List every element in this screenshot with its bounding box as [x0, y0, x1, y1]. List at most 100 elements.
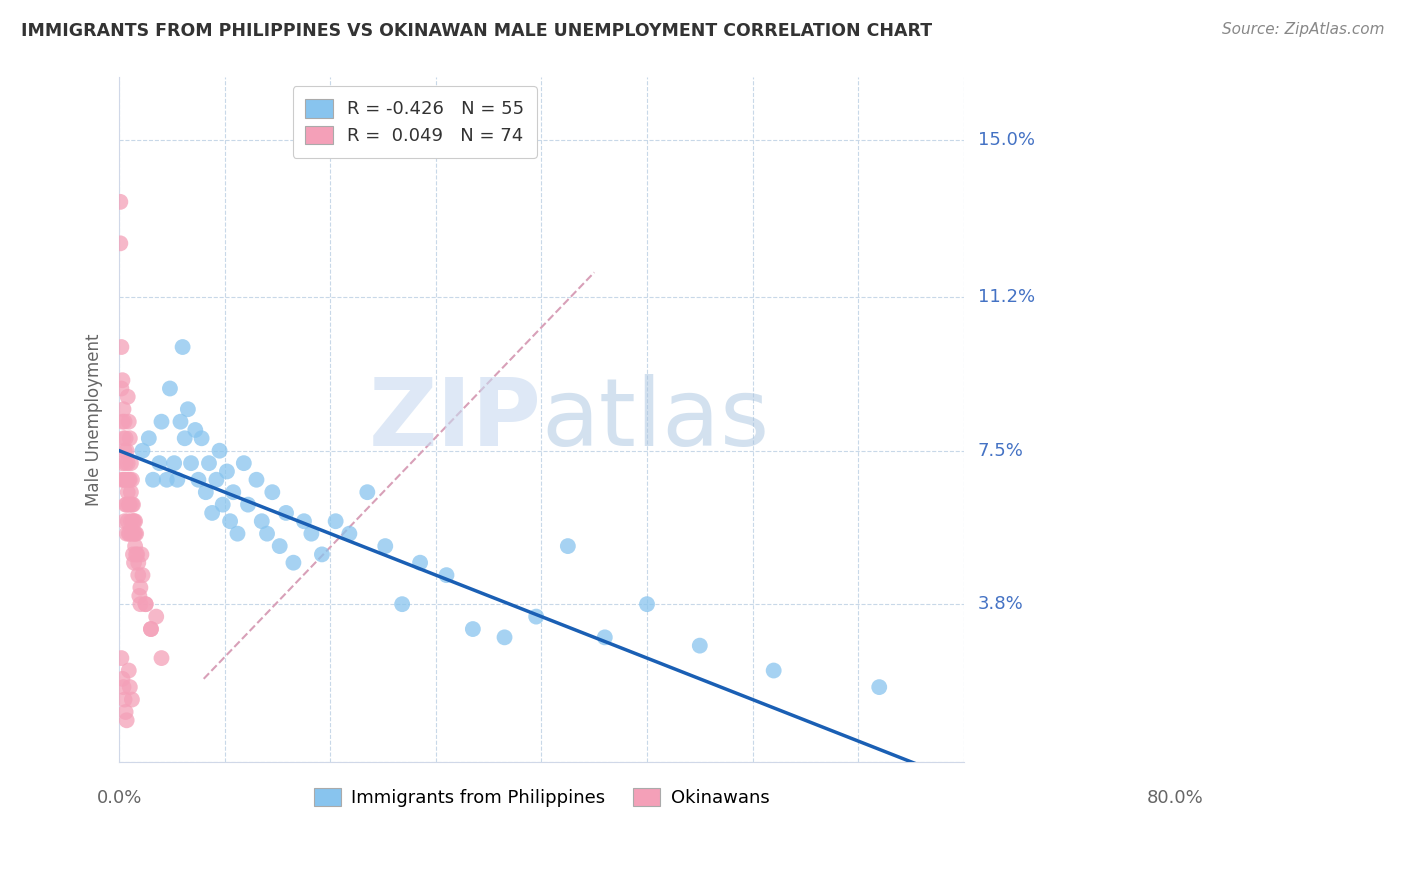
- Point: [211, 498, 233, 512]
- Point: [226, 526, 249, 541]
- Point: [177, 402, 200, 417]
- Point: [111, 672, 134, 686]
- Point: [391, 597, 413, 611]
- Y-axis label: Male Unemployment: Male Unemployment: [86, 334, 103, 506]
- Point: [114, 456, 136, 470]
- Point: [114, 692, 136, 706]
- Point: [256, 526, 278, 541]
- Point: [129, 581, 152, 595]
- Point: [110, 651, 132, 665]
- Point: [118, 415, 141, 429]
- Text: atlas: atlas: [541, 374, 769, 466]
- Point: [163, 456, 186, 470]
- Point: [118, 473, 141, 487]
- Point: [557, 539, 579, 553]
- Point: [110, 236, 132, 251]
- Point: [112, 431, 135, 445]
- Point: [128, 589, 150, 603]
- Point: [245, 473, 267, 487]
- Point: [117, 390, 139, 404]
- Point: [205, 473, 228, 487]
- Point: [131, 443, 153, 458]
- Point: [494, 631, 516, 645]
- Point: [131, 568, 153, 582]
- Point: [111, 456, 134, 470]
- Point: [114, 415, 136, 429]
- Point: [114, 473, 136, 487]
- Point: [120, 485, 142, 500]
- Point: [117, 514, 139, 528]
- Text: 0.0%: 0.0%: [97, 789, 142, 807]
- Point: [114, 443, 136, 458]
- Point: [156, 473, 179, 487]
- Point: [131, 548, 153, 562]
- Point: [122, 526, 145, 541]
- Point: [110, 473, 132, 487]
- Point: [114, 514, 136, 528]
- Point: [124, 526, 146, 541]
- Point: [166, 473, 188, 487]
- Point: [122, 514, 145, 528]
- Point: [112, 680, 135, 694]
- Point: [129, 597, 152, 611]
- Point: [142, 473, 165, 487]
- Text: 11.2%: 11.2%: [977, 288, 1035, 306]
- Point: [120, 514, 142, 528]
- Point: [374, 539, 396, 553]
- Point: [409, 556, 432, 570]
- Point: [219, 514, 242, 528]
- Point: [194, 485, 217, 500]
- Legend: Immigrants from Philippines, Okinawans: Immigrants from Philippines, Okinawans: [307, 780, 776, 814]
- Point: [299, 526, 322, 541]
- Point: [208, 443, 231, 458]
- Point: [127, 556, 149, 570]
- Point: [593, 631, 616, 645]
- Point: [356, 485, 378, 500]
- Point: [118, 526, 141, 541]
- Point: [524, 609, 547, 624]
- Point: [118, 498, 141, 512]
- Point: [150, 651, 173, 665]
- Point: [125, 548, 148, 562]
- Point: [110, 340, 132, 354]
- Point: [222, 485, 245, 500]
- Point: [636, 597, 658, 611]
- Text: Source: ZipAtlas.com: Source: ZipAtlas.com: [1222, 22, 1385, 37]
- Point: [121, 526, 143, 541]
- Point: [262, 485, 284, 500]
- Text: 7.5%: 7.5%: [977, 442, 1024, 459]
- Point: [236, 498, 259, 512]
- Point: [118, 680, 141, 694]
- Text: 80.0%: 80.0%: [1146, 789, 1204, 807]
- Point: [215, 465, 238, 479]
- Point: [122, 514, 145, 528]
- Point: [180, 456, 202, 470]
- Point: [118, 664, 141, 678]
- Point: [121, 692, 143, 706]
- Point: [110, 194, 132, 209]
- Point: [121, 473, 143, 487]
- Point: [138, 431, 160, 445]
- Point: [117, 485, 139, 500]
- Point: [283, 556, 305, 570]
- Point: [122, 498, 145, 512]
- Point: [127, 548, 149, 562]
- Point: [124, 539, 146, 553]
- Point: [115, 498, 138, 512]
- Point: [689, 639, 711, 653]
- Point: [135, 597, 157, 611]
- Text: 3.8%: 3.8%: [977, 595, 1024, 613]
- Point: [461, 622, 484, 636]
- Point: [114, 705, 136, 719]
- Point: [868, 680, 890, 694]
- Point: [114, 431, 136, 445]
- Point: [115, 714, 138, 728]
- Point: [198, 456, 221, 470]
- Point: [190, 431, 212, 445]
- Point: [274, 506, 297, 520]
- Point: [325, 514, 347, 528]
- Point: [436, 568, 458, 582]
- Point: [201, 506, 224, 520]
- Point: [148, 456, 170, 470]
- Point: [150, 415, 173, 429]
